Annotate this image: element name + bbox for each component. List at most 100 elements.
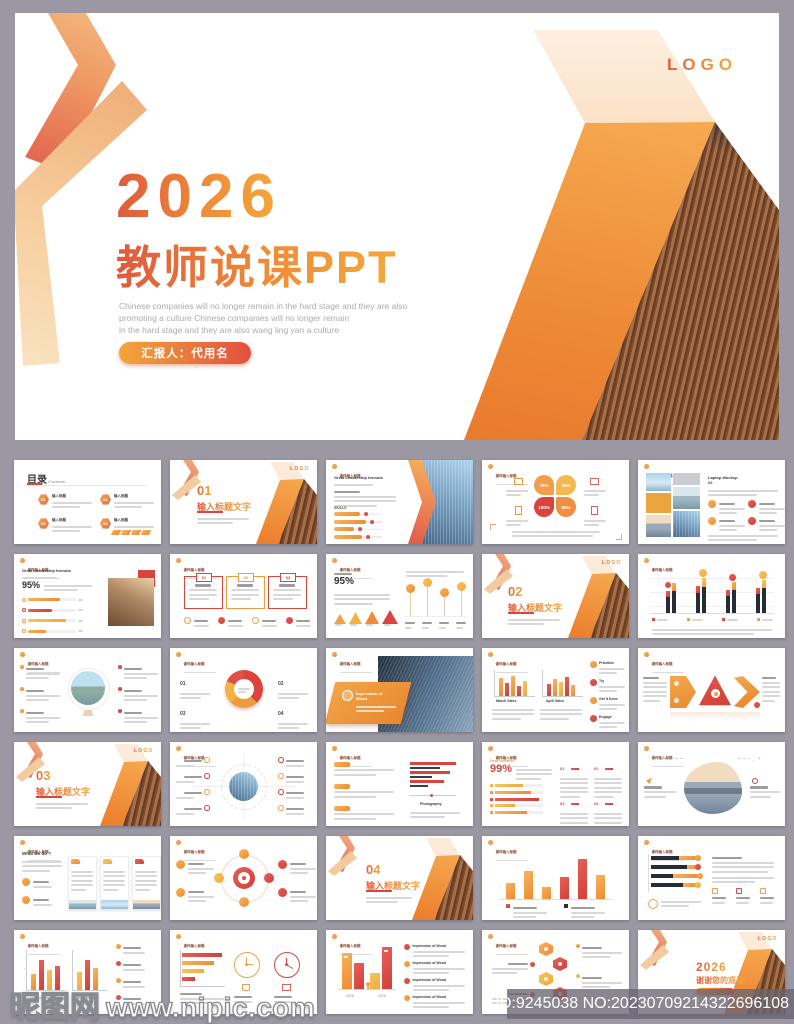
node-icon — [239, 849, 249, 859]
subtitle-line: in the hard stage and they are also wang… — [119, 325, 340, 335]
thumb-sales-charts[interactable]: 课件输入标题 March Sales April Sales — [482, 648, 629, 732]
subtitle-line: promoting a culture Chinese companies wi… — [119, 313, 350, 323]
thumb-year-comparison[interactable]: 课件输入标题 2018 2019 Impression of Wood — [326, 930, 473, 1014]
slide-title: Laptop Mockup 02 — [708, 475, 738, 485]
cup-icon — [591, 506, 598, 515]
thumb-toc[interactable]: 目录 /Contents 01 输入标题 02 输入标题 — [14, 460, 161, 544]
node-icon — [214, 873, 224, 883]
thumb-section-04[interactable]: 04 输入标题文字 — [326, 836, 473, 920]
greeked-text — [22, 858, 62, 874]
thumb-donut-chart[interactable]: 课件输入标题 01 02 03 04 — [170, 648, 317, 732]
list-item: Try — [590, 679, 625, 695]
banner-icon — [342, 690, 353, 701]
logo-text: LOGO — [134, 748, 154, 754]
icon-item — [712, 888, 730, 906]
slide-header: 课件输入标题 — [488, 934, 528, 955]
icon-item — [708, 517, 745, 534]
center-photo — [229, 772, 258, 801]
icon-item — [278, 888, 316, 905]
icon-item — [176, 888, 214, 905]
greeked-text — [762, 674, 780, 704]
card — [132, 856, 161, 910]
logo-text: LOGO — [290, 466, 310, 472]
subtitle-line: Chinese companies will no longer remain … — [119, 301, 408, 311]
header-dot-icon — [644, 652, 649, 657]
thumb-section-03[interactable]: LOGO 03 输入标题文字 — [14, 742, 161, 826]
list-item — [278, 805, 312, 817]
numbered-box: 03 — [268, 573, 307, 609]
numbered-box: 01 — [184, 573, 223, 609]
card — [68, 856, 97, 910]
greeked-text — [708, 532, 778, 544]
slide-header: 课件输入标题 — [176, 746, 216, 767]
thumb-radial-diagram[interactable]: 课件输入标题 — [170, 742, 317, 826]
slider — [410, 794, 456, 797]
logo-text: LOGO — [758, 936, 778, 942]
greeked-text — [44, 582, 92, 594]
triangle-shape — [699, 675, 731, 706]
icon-item — [736, 888, 754, 906]
greeked-text — [712, 854, 774, 875]
thumb-text-tags[interactable]: 课件输入标题 Photogra — [326, 742, 473, 826]
slide-header: 课件输入标题 — [488, 840, 528, 861]
thumb-bars-legend[interactable]: 课件输入标题 — [482, 836, 629, 920]
logo-text: LOGO — [667, 55, 738, 74]
icon-item — [252, 617, 284, 629]
greeked-text — [274, 993, 300, 1005]
feed-label: Feed Numbers — [490, 759, 515, 763]
donut-item: 03 — [180, 702, 210, 732]
thumb-section-02[interactable]: LOGO 02 输入标题文字 — [482, 554, 629, 638]
thumb-feed-numbers[interactable]: 课件输入标题 Feed Numbers 99% — [482, 742, 629, 826]
thumb-blob-photo[interactable]: 课件输入标题 + + — [638, 742, 785, 826]
icon-item — [748, 517, 785, 534]
thumb-skills[interactable]: 课件输入标题 Great Leadership formula SKILLS — [326, 460, 473, 544]
thumb-ring-nodes[interactable]: 课件输入标题 — [170, 836, 317, 920]
thumb-stacked-bars[interactable]: 课件输入标题 — [638, 836, 785, 920]
thumb-clocks[interactable]: 课件输入标题 — [170, 930, 317, 1014]
thumb-photo-banner[interactable]: 课件输入标题 Impression of Wood — [326, 648, 473, 732]
watermark-id: ID:9245038 NO:20230709214322696108 — [495, 995, 789, 1012]
thumb-what-we-do[interactable]: 课件输入标题 What we do ? — [14, 836, 161, 920]
greeked-text — [114, 501, 154, 508]
clock-orange — [234, 952, 260, 978]
thumb-section-01[interactable]: LOGO 01 输入标题文字 — [170, 460, 317, 544]
chart-legend — [652, 618, 778, 621]
tag-group — [334, 806, 394, 822]
header-dot-icon — [20, 840, 25, 845]
building-photo — [108, 578, 154, 626]
icon-item — [708, 500, 745, 517]
thumb-petal-diagram[interactable]: 课件输入标题 75% 25% 100% 65% — [482, 460, 629, 544]
header-dot-icon — [332, 652, 337, 657]
thumb-two-charts[interactable]: 课件输入标题 — [14, 930, 161, 1014]
list-item — [176, 789, 210, 801]
section-title: 输入标题文字 — [197, 502, 252, 512]
thumb-laptop-mockup[interactable]: 课件输入标题 Laptop Mockup 02 — [638, 460, 785, 544]
list-item — [118, 687, 158, 704]
thumb-numbered-boxes[interactable]: 课件输入标题 01 02 03 — [170, 554, 317, 638]
icon-item — [286, 617, 317, 629]
thumb-progress-bars[interactable]: 课件输入标题 Great Leadership formula 95% — [14, 554, 161, 638]
bar-chart — [500, 854, 612, 900]
watermark-id-bar: ID:9245038 NO:20230709214322696108 — [495, 989, 794, 1019]
list-item — [116, 978, 155, 990]
slide-title: Great Leadership formula — [334, 475, 383, 480]
header-dot-icon — [644, 840, 649, 845]
thumb-lightbulb-diagram[interactable]: 课件输入标题 — [14, 648, 161, 732]
list-item: Get It Done — [590, 697, 625, 713]
thumb-column-chart[interactable]: 课件输入标题 — [638, 554, 785, 638]
chart-legend — [506, 904, 547, 920]
bar-list — [22, 596, 85, 638]
icon-item — [278, 860, 316, 877]
header-dot-icon — [176, 652, 181, 657]
header-dot-icon — [332, 464, 337, 469]
bulb-photo — [71, 671, 105, 705]
chevron-decoration-pale — [328, 851, 357, 876]
thumb-arrow-diagram[interactable]: 课件输入标题 — [638, 648, 785, 732]
slide-title: What we do ? — [22, 851, 51, 856]
big-percentage: 95% — [22, 580, 41, 590]
node-icon — [239, 897, 249, 907]
thumb-triangle-stats[interactable]: 课件输入标题 95% — [326, 554, 473, 638]
icon-item — [176, 860, 214, 877]
icon-item — [22, 878, 61, 890]
